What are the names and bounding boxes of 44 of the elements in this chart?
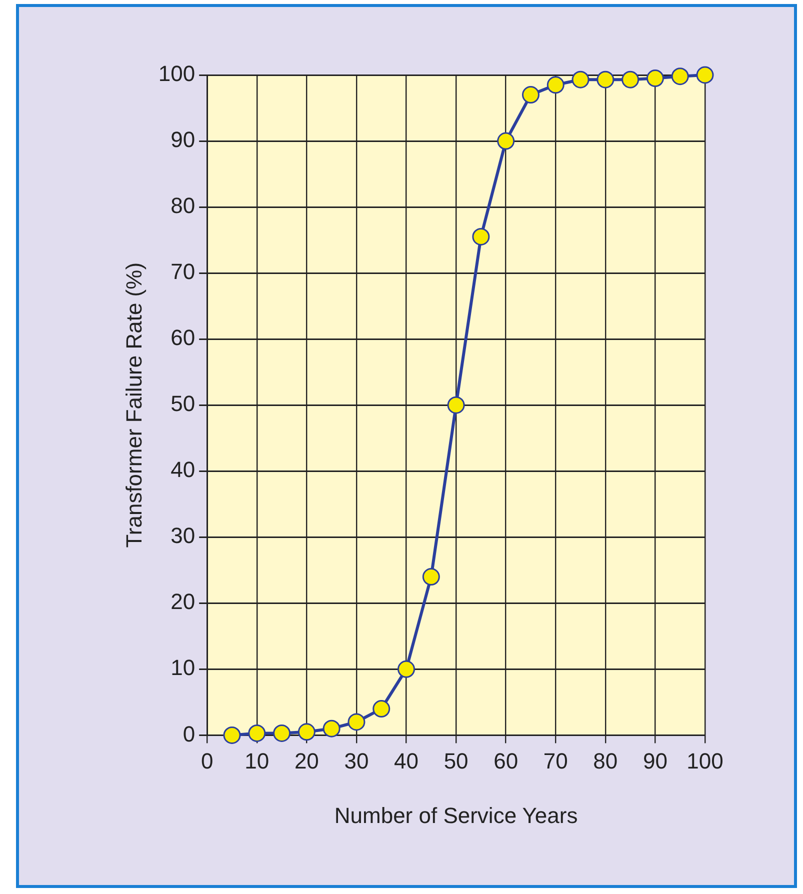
point [671, 68, 689, 86]
x-tick-label: 90 [642, 748, 668, 774]
x-tick-label: 60 [494, 748, 518, 774]
y-tick-label: 50 [170, 391, 196, 416]
x-tick-label: 100 [686, 748, 724, 774]
x-tick-label: 80 [593, 748, 618, 774]
point [422, 568, 440, 586]
point [646, 70, 664, 88]
y-tick-label: 100 [158, 61, 196, 86]
x-axis-title: Number of Service Years [334, 802, 578, 828]
y-tick-label: 70 [170, 259, 196, 284]
y-tick-label: 90 [170, 127, 196, 152]
point [223, 726, 241, 744]
point [522, 86, 540, 104]
y-tick-label: 20 [170, 589, 196, 614]
point [372, 700, 390, 718]
point [572, 70, 590, 88]
point [696, 66, 714, 84]
point [398, 660, 416, 678]
y-tick-label: 0 [182, 721, 196, 746]
y-tick-label: 10 [170, 655, 196, 680]
y-tick-label: 80 [170, 193, 196, 218]
x-tick-label: 10 [244, 748, 270, 774]
y-axis-title: Transformer Failure Rate (%) [121, 262, 146, 548]
point [472, 228, 490, 246]
y-tick-label: 40 [170, 457, 196, 482]
x-tick-label: 30 [344, 748, 369, 774]
point [348, 713, 366, 731]
point [622, 70, 640, 88]
x-tick-label: 20 [294, 748, 319, 774]
x-tick-label: 40 [394, 748, 419, 774]
point [298, 723, 316, 741]
x-tick-label: 70 [543, 748, 568, 774]
point [273, 724, 291, 742]
point [248, 724, 266, 742]
x-tick-label: 0 [200, 748, 214, 774]
point [546, 76, 564, 94]
point [596, 70, 614, 88]
y-tick-label: 60 [170, 325, 196, 350]
y-tick-label: 30 [170, 523, 196, 548]
point [447, 396, 465, 414]
point [497, 132, 515, 150]
x-tick-label: 50 [444, 748, 468, 774]
point [322, 720, 340, 738]
